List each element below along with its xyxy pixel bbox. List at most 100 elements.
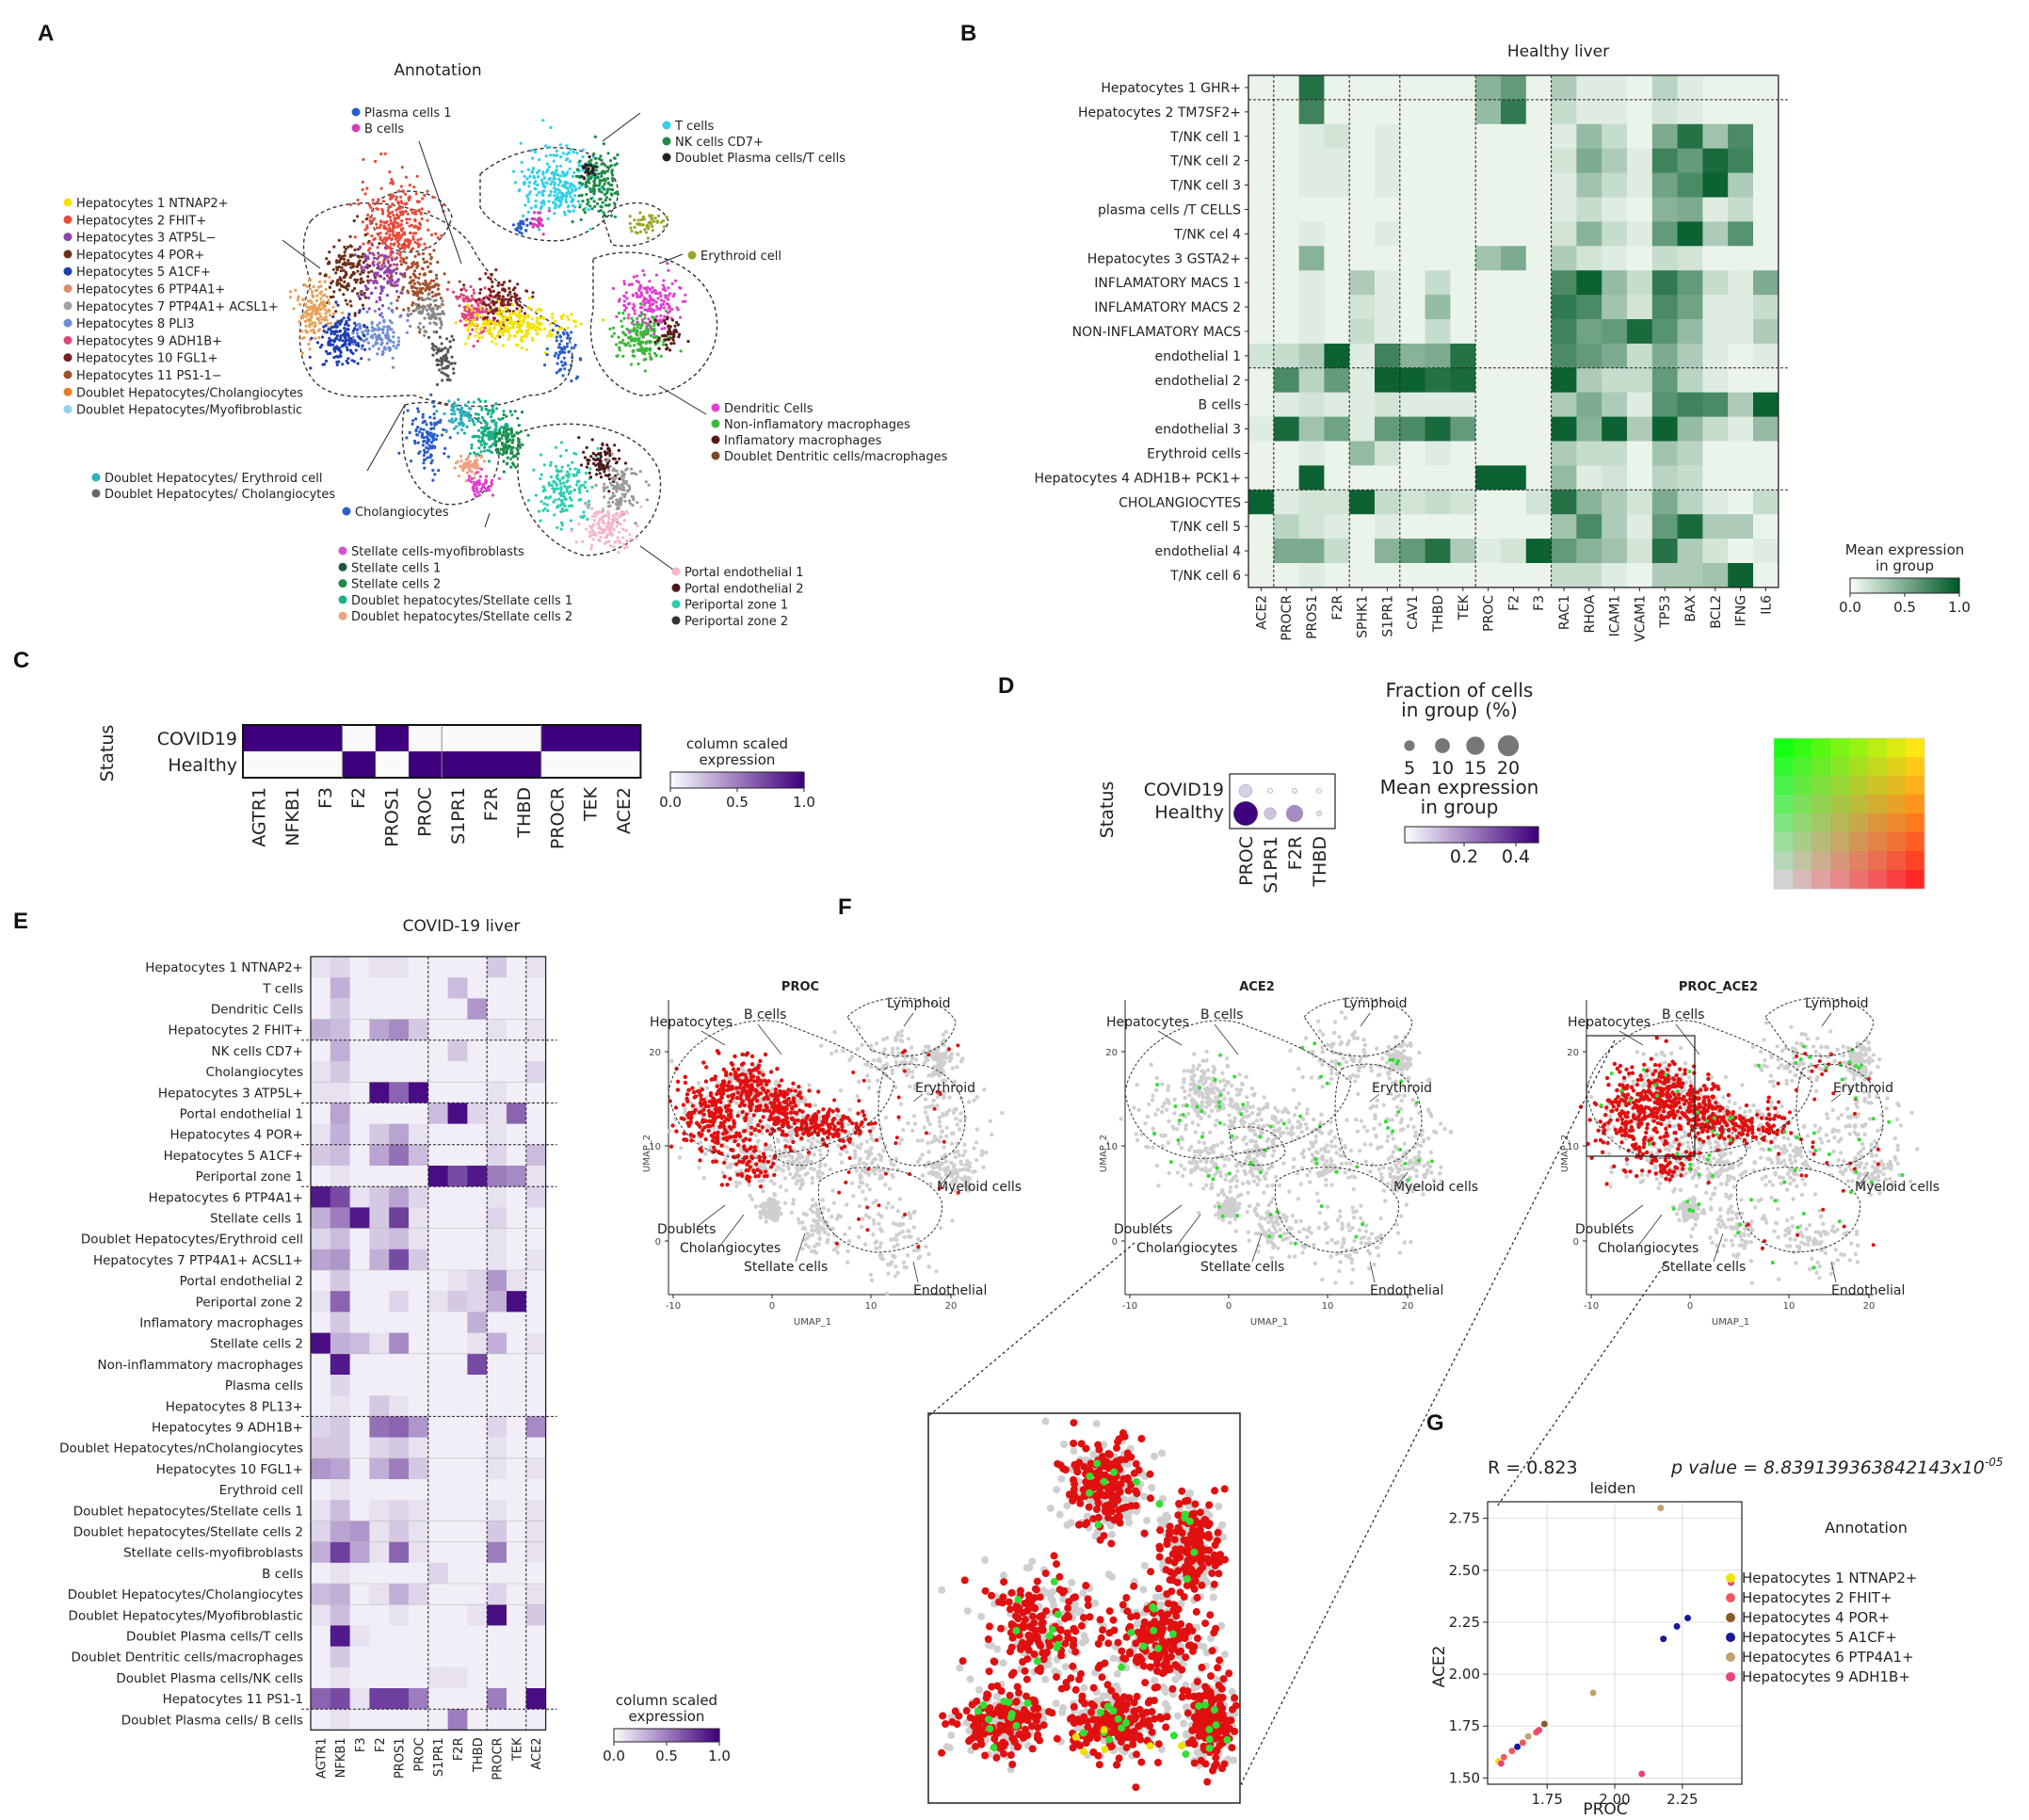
scatter-point (1660, 1635, 1667, 1643)
heatmap-e-cell (349, 1541, 370, 1564)
heatmap-b-cell (1728, 367, 1754, 394)
heatmap-e-cell (427, 1186, 448, 1208)
heatmap-b-cell (1475, 246, 1502, 271)
heatmap-e-cell (487, 1353, 507, 1376)
heatmap-b-cell (1501, 197, 1527, 222)
heatmap-b-cell (1399, 270, 1425, 296)
legend-swatch (63, 353, 72, 362)
heatmap-b-cell (1651, 221, 1678, 247)
heatmap-e-row-label: Portal endothelial 2 (180, 1274, 303, 1289)
heatmap-e-cell (330, 1186, 350, 1208)
heatmap-b-cell (1248, 148, 1275, 173)
legend-label: Stellate cells 1 (351, 561, 441, 575)
heatmap-b-cell (1728, 514, 1754, 540)
heatmap-e-cell (389, 1103, 410, 1124)
dotplot-dot (1264, 807, 1277, 820)
heatmap-b-cell (1450, 441, 1476, 466)
heatmap-e-cell (389, 1207, 410, 1229)
heatmap-e-cell (409, 1019, 429, 1041)
heatmap-e-cell (427, 1019, 448, 1041)
heatmap-b-cell (1450, 392, 1476, 417)
umap-region-label: Erythroid (1372, 1081, 1432, 1096)
heatmap-e-cell (349, 1584, 370, 1605)
heatmap-b-cell (1375, 197, 1401, 222)
heatmap-e-cell (311, 1353, 331, 1376)
heatmap-b-cell (1399, 416, 1425, 442)
heatmap-b-cell (1651, 392, 1678, 417)
heatmap-b-cell (1399, 392, 1425, 417)
heatmap-e-cell (409, 1123, 429, 1146)
heatmap-e-cell (487, 1248, 507, 1271)
heatmap-e-cell (369, 1604, 390, 1626)
heatmap-b-cell (1349, 197, 1376, 222)
heatmap-e-cell (427, 957, 448, 978)
umap-leader-lines (282, 112, 707, 571)
heatmap-e-cell (409, 1416, 429, 1438)
heatmap-b-cell (1298, 221, 1325, 247)
heatmap-e-cell (487, 1061, 507, 1083)
bivariate-cell (1849, 813, 1869, 833)
heatmap-b-cell (1651, 172, 1678, 198)
scatter-point (1500, 1753, 1507, 1761)
heatmap-b-cell (1576, 148, 1602, 173)
heatmap-e-cell (427, 1291, 448, 1313)
cluster-4 (288, 275, 345, 355)
heatmap-e-cell (467, 957, 488, 978)
bivariate-cell (1793, 795, 1812, 814)
umap-region-label: Myeloid cells (1393, 1180, 1478, 1195)
heatmap-b-cell (1501, 99, 1527, 125)
legend-swatch (338, 595, 347, 604)
heatmap-b-cell (1273, 270, 1299, 296)
heatmap-e-cell (507, 1500, 527, 1522)
heatmap-e-cell (369, 1248, 390, 1271)
heatmap-e-cell (369, 1332, 390, 1355)
dotplot-dot (1291, 787, 1298, 795)
heatmap-e-cell (487, 1584, 507, 1605)
heatmap-b-cell (1324, 514, 1350, 540)
heatmap-e-cell (330, 1082, 350, 1103)
umap-region-label: Hepatocytes (1568, 1015, 1651, 1030)
legend-label: Hepatocytes 6 PTP4A1+ (76, 283, 225, 298)
heatmap-e-cells (301, 956, 557, 1731)
heatmap-e-cell (427, 1248, 448, 1271)
heatmap-e-cell (389, 1584, 410, 1605)
bivariate-cell (1887, 776, 1907, 796)
heatmap-b-cell (1450, 75, 1476, 101)
heatmap-b-cell (1349, 392, 1376, 417)
heatmap-b-cell (1677, 367, 1703, 394)
heatmap-e-cell (447, 1395, 468, 1417)
heatmap-b-col-labels: ACE2 PROCR PROS1 F2R SPHK1 S1PR1 CAV1 THBD TEK PR… (1254, 587, 1774, 642)
heatmap-b-cell (1677, 148, 1703, 173)
heatmap-e-cell (467, 1228, 488, 1250)
heatmap-e-cell (427, 1625, 448, 1647)
heatmap-b-cell (1728, 246, 1754, 271)
heatmap-e-cell (427, 1144, 448, 1167)
heatmap-b-cell (1651, 539, 1678, 564)
heatmap-e-cell (369, 1375, 390, 1396)
heatmap-c-labels: COVID19 Healthy Status AGTR1 NFKB1 F3 F2 PROS1 P… (97, 725, 635, 849)
heatmap-e-cell (507, 1312, 527, 1333)
heatmap-e-cell (427, 1207, 448, 1229)
heatmap-e-cell (447, 977, 468, 999)
bivariate-cell (1906, 776, 1925, 796)
heatmap-b-cell (1728, 563, 1754, 588)
heatmap-b-cell (1425, 465, 1451, 491)
heatmap-b-cell (1425, 319, 1451, 345)
heatmap-e-title: COVID-19 liver (403, 917, 521, 936)
heatmap-b-cell (1298, 367, 1325, 394)
bivariate-cell (1906, 757, 1925, 777)
heatmap-b-col-label: PROCR (1280, 595, 1295, 641)
heatmap-b-cell (1425, 441, 1451, 466)
heatmap-e-cell (349, 1166, 370, 1187)
heatmap-e-cell (447, 1123, 468, 1146)
heatmap-e-cell (427, 1332, 448, 1355)
legend-swatch (671, 583, 681, 592)
heatmap-e-cell (409, 1395, 429, 1417)
scatter-point (1657, 1505, 1665, 1512)
scatter-legend-label: Hepatocytes 9 ADH1B+ (1742, 1668, 1910, 1685)
heatmap-e-cell (427, 998, 448, 1020)
heatmap-e-cell (369, 1479, 390, 1501)
heatmap-b-cell (1399, 246, 1425, 271)
heatmap-b-cell (1702, 465, 1729, 491)
legend-label: Hepatocytes 11 PS1-1− (76, 369, 222, 383)
